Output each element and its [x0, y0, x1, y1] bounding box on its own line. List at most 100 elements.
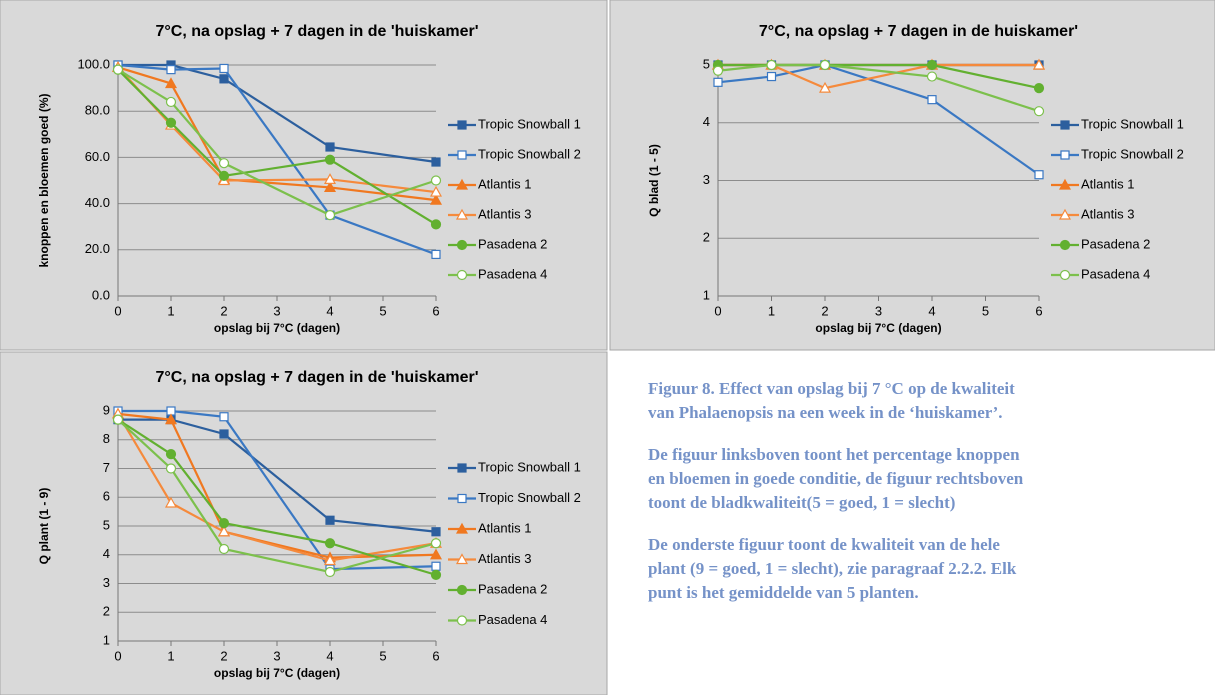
legend-marker — [457, 493, 467, 504]
data-point — [713, 77, 723, 87]
legend-label: Atlantis 3 — [478, 206, 531, 221]
x-axis-label: opslag bij 7°C (dagen) — [214, 321, 340, 335]
data-point — [430, 538, 442, 549]
data-point — [217, 525, 231, 537]
legend-label: Pasadena 2 — [478, 236, 547, 251]
chart: 7°C, na opslag + 7 dagen in de 'huiskame… — [0, 351, 608, 695]
legend-label: Pasadena 4 — [478, 612, 547, 627]
caption-line: Figuur 8. Effect van opslag bij 7 °C op … — [648, 379, 1015, 398]
x-tick-label: 1 — [167, 303, 174, 318]
data-point — [218, 170, 230, 181]
legend-label: Atlantis 3 — [1081, 206, 1134, 221]
data-point — [325, 515, 335, 525]
x-tick-label: 0 — [114, 648, 121, 663]
caption-line: toont de bladkwaliteit(5 = goed, 1 = sle… — [648, 493, 956, 512]
y-tick-label: 4 — [703, 114, 710, 129]
x-tick-label: 5 — [379, 303, 386, 318]
chart-title: 7°C, na opslag + 7 dagen in de 'huiskame… — [156, 369, 479, 386]
data-point — [431, 157, 441, 167]
data-point — [1034, 170, 1044, 180]
data-point — [324, 566, 336, 578]
caption-line: punt is het gemiddelde van 5 planten. — [648, 583, 919, 602]
chart: 7°C, na opslag + 7 dagen in de 'huiskame… — [0, 0, 608, 351]
caption-paragraph: Figuur 8. Effect van opslag bij 7 °C op … — [648, 377, 1208, 425]
x-tick-label: 4 — [326, 648, 333, 663]
legend-marker — [455, 208, 469, 220]
chart-background — [609, 0, 1215, 351]
legend-marker — [457, 463, 467, 473]
legend-marker — [1059, 239, 1071, 251]
x-tick-label: 4 — [326, 303, 333, 318]
y-axis-label: Q plant (1 - 9) — [37, 488, 51, 565]
data-point — [164, 77, 178, 89]
caption: Figuur 8. Effect van opslag bij 7 °C op … — [648, 377, 1208, 623]
data-point — [219, 74, 229, 84]
chart-background — [0, 0, 608, 351]
data-point — [1032, 58, 1046, 70]
y-tick-label: 5 — [703, 56, 710, 71]
data-point — [166, 65, 176, 75]
y-axis-label: Q blad (1 - 5) — [647, 144, 661, 217]
x-tick-label: 5 — [379, 648, 386, 663]
data-point — [766, 71, 777, 82]
legend-label: Tropic Snowball 1 — [478, 459, 581, 474]
x-tick-label: 3 — [273, 648, 280, 663]
legend-marker — [455, 178, 469, 190]
data-point — [325, 142, 335, 152]
x-axis-label: opslag bij 7°C (dagen) — [214, 666, 340, 680]
x-tick-label: 6 — [432, 648, 439, 663]
legend-label: Tropic Snowball 2 — [478, 146, 581, 161]
data-point — [219, 63, 229, 74]
y-tick-label: 100.0 — [77, 56, 110, 71]
y-tick-label: 5 — [103, 517, 110, 532]
data-point — [219, 412, 229, 422]
data-point — [766, 59, 777, 71]
data-point — [1033, 106, 1045, 117]
y-tick-label: 1 — [703, 287, 710, 302]
data-point — [323, 173, 337, 184]
legend-marker — [1060, 120, 1070, 130]
legend-marker — [457, 120, 467, 130]
y-tick-label: 60.0 — [85, 149, 110, 164]
legend-label: Atlantis 1 — [478, 520, 531, 535]
data-point — [165, 463, 177, 474]
chart: 7°C, na opslag + 7 dagen in de huiskamer… — [609, 0, 1215, 351]
x-axis-label: opslag bij 7°C (dagen) — [815, 321, 941, 335]
legend-marker — [456, 584, 468, 596]
y-tick-label: 20.0 — [85, 241, 110, 256]
y-tick-label: 40.0 — [85, 195, 110, 210]
legend-label: Tropic Snowball 2 — [1081, 146, 1184, 161]
y-tick-label: 6 — [103, 489, 110, 504]
data-point — [324, 538, 336, 549]
y-tick-label: 4 — [103, 546, 110, 561]
y-tick-label: 1 — [103, 632, 110, 647]
caption-line: van Phalaenopsis na een week in de ‘huis… — [648, 403, 1003, 422]
legend-marker — [1059, 269, 1071, 281]
legend-label: Atlantis 1 — [1081, 176, 1134, 191]
x-tick-label: 0 — [114, 303, 121, 318]
data-point — [112, 64, 124, 75]
x-tick-label: 1 — [167, 648, 174, 663]
x-tick-label: 3 — [875, 303, 882, 318]
y-tick-label: 0.0 — [92, 287, 110, 302]
x-tick-label: 6 — [432, 303, 439, 318]
chart-title: 7°C, na opslag + 7 dagen in de 'huiskame… — [156, 23, 479, 40]
data-point — [430, 219, 442, 230]
legend-marker — [456, 269, 468, 281]
legend-marker — [456, 615, 468, 626]
legend-label: Atlantis 3 — [478, 551, 531, 566]
data-point — [818, 81, 832, 93]
y-tick-label: 2 — [103, 604, 110, 619]
legend-marker — [1058, 178, 1072, 190]
data-point — [926, 71, 938, 82]
y-tick-label: 3 — [703, 172, 710, 187]
data-point — [219, 429, 229, 439]
data-point — [431, 527, 441, 537]
data-point — [819, 59, 831, 71]
caption-line: plant (9 = goed, 1 = slecht), zie paragr… — [648, 559, 1017, 578]
chart-title: 7°C, na opslag + 7 dagen in de huiskamer… — [759, 23, 1078, 40]
data-point — [429, 185, 443, 197]
y-tick-label: 80.0 — [85, 103, 110, 118]
data-point — [323, 554, 337, 566]
